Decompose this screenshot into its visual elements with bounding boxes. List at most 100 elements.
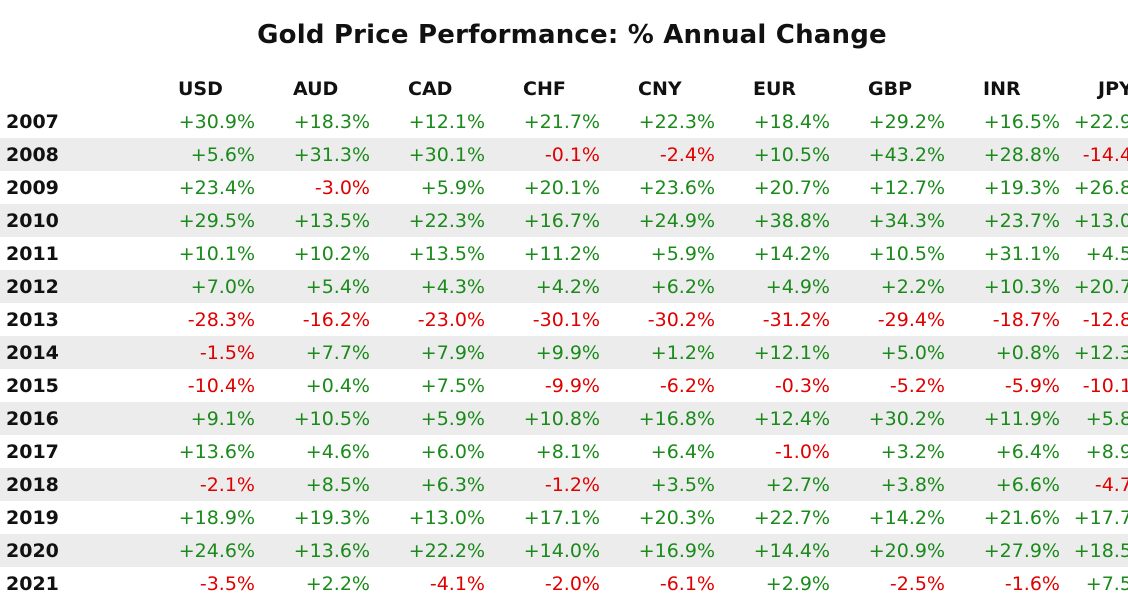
value-cell-gbp: +10.5% [868,242,945,265]
value-cell-gbp: +3.8% [830,468,945,501]
value-cell-usd: -10.4% [187,374,255,397]
value-cell-cny: -2.4% [600,138,715,171]
year-header [0,72,140,105]
value-cell-inr: -1.6% [1004,572,1060,595]
table-row: 2014 -1.5% +7.7% +7.9% +9.9% +1.2% +12.1% +5.0%… [0,336,1128,369]
column-header-jpy: JPY [1098,77,1128,100]
value-cell-cad: +7.5% [420,374,485,397]
value-cell-inr: +21.6% [983,506,1060,529]
value-cell-cad: -23.0% [417,308,485,331]
value-cell-jpy: +26.8% [1073,176,1128,199]
value-cell-usd: -28.3% [187,308,255,331]
value-cell-aud: +10.5% [255,402,370,435]
value-cell-gbp: +29.2% [868,110,945,133]
value-cell-gbp: +3.2% [880,440,945,463]
value-cell-cad: +13.5% [408,242,485,265]
value-cell-inr: +0.8% [945,336,1060,369]
year-cell: 2010 [0,204,140,237]
value-cell-jpy: +4.5% [1085,242,1128,265]
value-cell-inr: +23.7% [945,204,1060,237]
table-row: 2018 -2.1% +8.5% +6.3% -1.2% +3.5% +2.7% +3.8% +… [0,468,1128,501]
value-cell-cad: +4.3% [370,270,485,303]
value-cell-jpy: -14.4% [1060,138,1128,171]
year-cell: 2009 [6,176,59,199]
value-cell-usd: -3.5% [199,572,255,595]
value-cell-chf: +16.7% [485,204,600,237]
value-cell-inr: +6.4% [995,440,1060,463]
year-cell: 2016 [0,402,140,435]
value-cell-jpy: +12.3% [1060,336,1128,369]
value-cell-cad: +6.0% [420,440,485,463]
value-cell-gbp: +2.2% [830,270,945,303]
year-cell: 2021 [6,572,59,595]
value-cell-chf: -30.1% [532,308,600,331]
value-cell-gbp: -29.4% [877,308,945,331]
value-cell-aud: +19.3% [293,506,370,529]
value-cell-eur: -31.2% [762,308,830,331]
value-cell-chf: +9.9% [485,336,600,369]
value-cell-eur: +20.7% [753,176,830,199]
value-cell-chf: +14.0% [485,534,600,567]
value-cell-eur: +38.8% [715,204,830,237]
value-cell-aud: -16.2% [302,308,370,331]
value-cell-cny: +6.2% [600,270,715,303]
value-cell-chf: -1.2% [485,468,600,501]
value-cell-gbp: +14.2% [868,506,945,529]
table-row: 2012 +7.0% +5.4% +4.3% +4.2% +6.2% +4.9% +2.2% +… [0,270,1128,303]
table-row: 2017 +13.6% +4.6% +6.0% +8.1% +6.4% -1.0% +3.2%… [0,435,1128,468]
value-cell-cad: -4.1% [429,572,485,595]
value-cell-usd: +18.9% [178,506,255,529]
value-cell-jpy: +13.0% [1060,204,1128,237]
value-cell-jpy: +18.5% [1060,534,1128,567]
table-row: 2007 +30.9% +18.3% +12.1% +21.7% +22.3% +18.4%… [0,105,1128,138]
value-cell-eur: -1.0% [774,440,830,463]
value-cell-cad: +30.1% [370,138,485,171]
value-cell-aud: +8.5% [255,468,370,501]
value-cell-inr: +31.1% [983,242,1060,265]
value-cell-cny: -6.2% [659,374,715,397]
value-cell-jpy: +17.7% [1073,506,1128,529]
value-cell-jpy: +22.9% [1073,110,1128,133]
value-cell-chf: +10.8% [485,402,600,435]
table-row: 2021 -3.5% +2.2% -4.1% -2.0% -6.1% +2.9% -2.5% -… [0,567,1128,600]
value-cell-inr: +10.3% [945,270,1060,303]
table-row: 2016 +9.1% +10.5% +5.9% +10.8% +16.8% +12.4% +3… [0,402,1128,435]
value-cell-cny: +23.6% [638,176,715,199]
value-cell-eur: +2.7% [715,468,830,501]
value-cell-usd: +30.9% [178,110,255,133]
value-cell-usd: +24.6% [140,534,255,567]
value-cell-eur: -0.3% [774,374,830,397]
value-cell-eur: +10.5% [715,138,830,171]
value-cell-aud: -3.0% [314,176,370,199]
column-header-inr: INR [983,77,1021,100]
value-cell-aud: +13.5% [255,204,370,237]
value-cell-cny: +24.9% [600,204,715,237]
value-cell-cny: +22.3% [638,110,715,133]
value-cell-eur: +14.2% [753,242,830,265]
value-cell-cad: +7.9% [370,336,485,369]
value-cell-inr: +11.9% [945,402,1060,435]
value-cell-chf: +20.1% [523,176,600,199]
value-cell-cad: +13.0% [408,506,485,529]
value-cell-chf: -2.0% [544,572,600,595]
value-cell-inr: +28.8% [945,138,1060,171]
value-cell-cad: +5.9% [420,176,485,199]
year-cell: 2017 [6,440,59,463]
value-cell-cny: +3.5% [600,468,715,501]
value-cell-jpy: +8.9% [1085,440,1128,463]
table-row: 2011 +10.1% +10.2% +13.5% +11.2% +5.9% +14.2% +… [0,237,1128,270]
value-cell-inr: -5.9% [1004,374,1060,397]
value-cell-gbp: -5.2% [889,374,945,397]
year-cell: 2013 [6,308,59,331]
value-cell-eur: +14.4% [715,534,830,567]
value-cell-gbp: +30.2% [830,402,945,435]
value-cell-aud: +4.6% [305,440,370,463]
column-header-gbp: GBP [868,77,913,100]
value-cell-chf: +11.2% [523,242,600,265]
value-cell-aud: +0.4% [305,374,370,397]
year-cell: 2012 [0,270,140,303]
value-cell-inr: +27.9% [945,534,1060,567]
value-cell-aud: +5.4% [255,270,370,303]
value-cell-gbp: +12.7% [868,176,945,199]
value-cell-eur: +12.1% [715,336,830,369]
